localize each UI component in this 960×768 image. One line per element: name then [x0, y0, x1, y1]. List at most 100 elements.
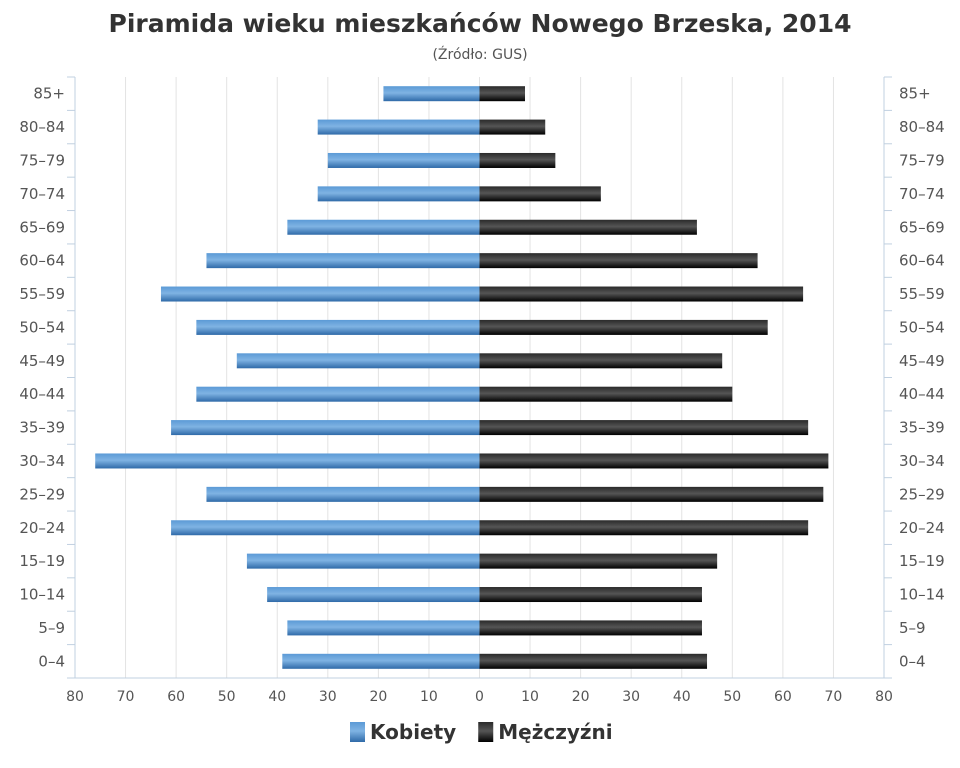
- male-bar-13[interactable]: [479, 520, 809, 536]
- x-tick-label: 20: [572, 689, 590, 705]
- female-bar-8[interactable]: [236, 353, 480, 369]
- left-category-label: 30–34: [19, 452, 65, 470]
- left-category-label: 65–69: [19, 218, 65, 236]
- left-category-label: 50–54: [19, 318, 65, 336]
- female-bar-17[interactable]: [282, 653, 480, 669]
- female-bar-5[interactable]: [206, 253, 480, 269]
- left-category-label: 80–84: [19, 118, 65, 136]
- right-category-label: 45–49: [899, 352, 945, 370]
- x-tick-label: 10: [521, 689, 539, 705]
- x-tick-label: 40: [268, 689, 286, 705]
- x-tick-label: 40: [673, 689, 691, 705]
- male-bar-14[interactable]: [479, 553, 718, 569]
- male-bar-0[interactable]: [479, 86, 526, 102]
- male-bar-9[interactable]: [479, 386, 733, 402]
- axes: [67, 76, 892, 679]
- male-bar-16[interactable]: [479, 620, 702, 636]
- x-tick-label: 70: [825, 689, 843, 705]
- male-bar-4[interactable]: [479, 219, 697, 235]
- male-bar-3[interactable]: [479, 186, 601, 202]
- x-tick-labels: 80 70 60 50 40 30 20 10 0 10 20 30 40 50 60 70 80: [66, 689, 893, 705]
- left-category-label: 55–59: [19, 285, 65, 303]
- male-bar-2[interactable]: [479, 152, 556, 168]
- female-bar-11[interactable]: [95, 453, 480, 469]
- female-bar-10[interactable]: [171, 420, 480, 436]
- left-category-label: 25–29: [19, 485, 65, 503]
- female-bar-16[interactable]: [287, 620, 480, 636]
- female-bar-9[interactable]: [196, 386, 480, 402]
- right-category-label: 0–4: [899, 652, 926, 670]
- female-bar-14[interactable]: [246, 553, 480, 569]
- female-bar-1[interactable]: [317, 119, 480, 135]
- x-tick-label: 80: [66, 689, 84, 705]
- legend: Kobiety Mężczyźni: [350, 720, 613, 744]
- legend-label-kobiety[interactable]: Kobiety: [370, 720, 456, 744]
- legend-swatch-mezczyzni[interactable]: [478, 722, 494, 742]
- right-category-label: 65–69: [899, 218, 945, 236]
- right-category-label: 15–19: [899, 552, 945, 570]
- right-category-label: 75–79: [899, 151, 945, 169]
- x-tick-label: 70: [117, 689, 135, 705]
- right-category-label: 50–54: [899, 318, 945, 336]
- male-bar-10[interactable]: [479, 420, 809, 436]
- chart-subtitle: (Źródło: GUS): [432, 45, 527, 63]
- female-bar-4[interactable]: [287, 219, 480, 235]
- left-category-label: 35–39: [19, 419, 65, 437]
- male-bar-7[interactable]: [479, 319, 768, 335]
- right-category-label: 20–24: [899, 519, 945, 537]
- left-category-label: 60–64: [19, 252, 65, 270]
- left-category-label: 5–9: [38, 619, 65, 637]
- right-category-label: 5–9: [899, 619, 926, 637]
- bars: [95, 86, 829, 669]
- male-bar-15[interactable]: [479, 587, 702, 603]
- right-category-label: 70–74: [899, 185, 945, 203]
- chart-title: Piramida wieku mieszkańców Nowego Brzesk…: [109, 9, 852, 38]
- x-tick-label: 60: [774, 689, 792, 705]
- right-category-label: 40–44: [899, 385, 945, 403]
- male-bar-12[interactable]: [479, 486, 824, 502]
- right-category-label: 85+: [899, 85, 931, 103]
- female-bar-12[interactable]: [206, 486, 480, 502]
- left-category-label: 0–4: [38, 652, 65, 670]
- female-bar-13[interactable]: [171, 520, 480, 536]
- right-category-label: 60–64: [899, 252, 945, 270]
- female-bar-3[interactable]: [317, 186, 480, 202]
- left-category-label: 15–19: [19, 552, 65, 570]
- x-tick-label: 10: [420, 689, 438, 705]
- female-bar-15[interactable]: [267, 587, 480, 603]
- right-category-label: 30–34: [899, 452, 945, 470]
- male-bar-6[interactable]: [479, 286, 804, 302]
- left-category-label: 40–44: [19, 385, 65, 403]
- male-bar-1[interactable]: [479, 119, 546, 135]
- x-tick-label: 30: [622, 689, 640, 705]
- female-bar-2[interactable]: [327, 152, 480, 168]
- x-tick-label: 30: [319, 689, 337, 705]
- male-bar-8[interactable]: [479, 353, 723, 369]
- male-bar-11[interactable]: [479, 453, 829, 469]
- right-category-label: 80–84: [899, 118, 945, 136]
- x-tick-label: 50: [723, 689, 741, 705]
- legend-label-mezczyzni[interactable]: Mężczyźni: [498, 720, 612, 744]
- left-category-label: 20–24: [19, 519, 65, 537]
- left-category-label: 75–79: [19, 151, 65, 169]
- left-category-label: 85+: [33, 85, 65, 103]
- male-bar-5[interactable]: [479, 253, 758, 269]
- x-tick-label: 20: [369, 689, 387, 705]
- x-tick-label: 80: [875, 689, 893, 705]
- female-bar-0[interactable]: [383, 86, 480, 102]
- x-tick-label: 0: [475, 689, 484, 705]
- female-bar-7[interactable]: [196, 319, 480, 335]
- x-tick-label: 60: [167, 689, 185, 705]
- female-bar-6[interactable]: [160, 286, 480, 302]
- male-bar-17[interactable]: [479, 653, 708, 669]
- right-category-label: 25–29: [899, 485, 945, 503]
- right-category-label: 55–59: [899, 285, 945, 303]
- legend-swatch-kobiety[interactable]: [350, 722, 365, 742]
- left-category-label: 10–14: [19, 586, 65, 604]
- left-category-label: 70–74: [19, 185, 65, 203]
- right-category-label: 10–14: [899, 586, 945, 604]
- right-category-label: 35–39: [899, 419, 945, 437]
- category-labels: 85+ 85+ 80–84 80–84 75–79 75–79 70–74 70–74 65–6…: [19, 85, 944, 671]
- x-tick-label: 50: [218, 689, 236, 705]
